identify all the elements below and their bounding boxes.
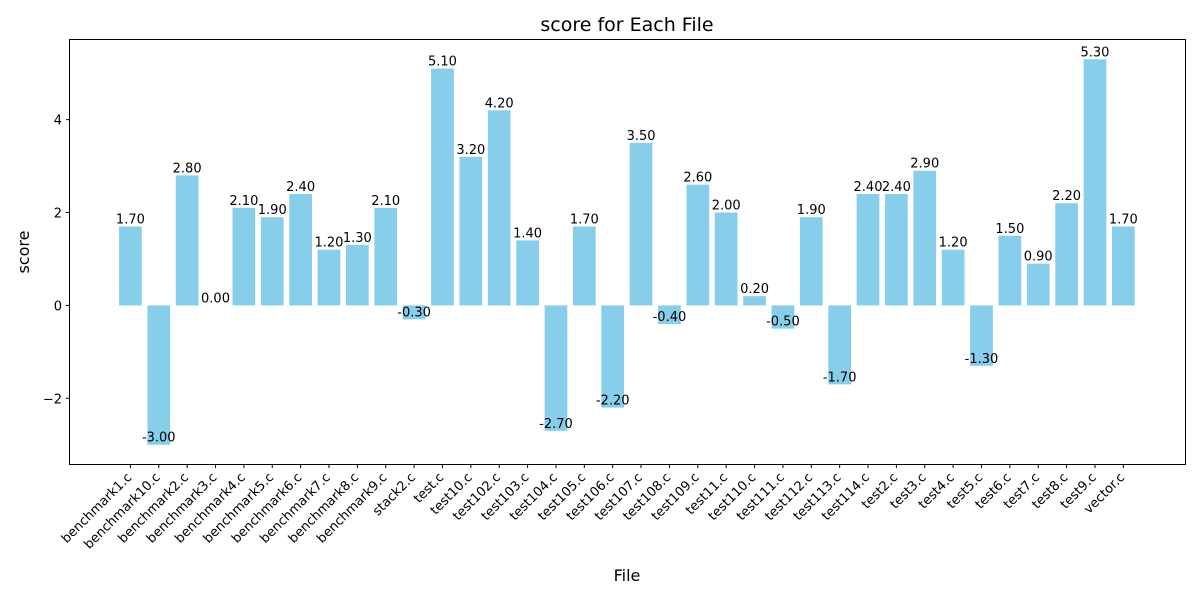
- bar-test108.c: [658, 305, 681, 324]
- data-labels-group: 1.70-3.002.800.002.101.902.401.20 1.302.1…: [116, 45, 1138, 445]
- data-label: -1.70: [823, 370, 857, 385]
- data-label: -1.30: [965, 352, 999, 367]
- data-label: -2.70: [539, 417, 573, 432]
- bar-benchmark10.c: [147, 305, 171, 445]
- data-label: 2.10: [229, 194, 258, 209]
- chart-title: score for Each File: [540, 14, 713, 36]
- data-label: 4.20: [485, 96, 514, 111]
- plot-frame: [69, 39, 1186, 465]
- bar-test112.c: [799, 217, 823, 306]
- data-label: 3.50: [627, 129, 656, 144]
- bar-test6.c: [998, 235, 1022, 306]
- bar-test105.c: [572, 226, 596, 306]
- data-label: 1.70: [116, 212, 145, 227]
- data-label: 1.70: [570, 212, 599, 227]
- bar-test103.c: [516, 240, 539, 306]
- bar-test4.c: [941, 249, 965, 306]
- data-label: 1.20: [939, 236, 968, 251]
- y-axis-label: score: [14, 231, 33, 274]
- data-label: 1.30: [343, 231, 372, 246]
- bar-benchmark6.c: [289, 193, 312, 306]
- bar-test109.c: [686, 184, 710, 306]
- data-label: -3.00: [142, 431, 176, 446]
- bar-test8.c: [1055, 203, 1078, 306]
- bar-test9.c: [1083, 59, 1107, 306]
- y-tick-label: 2: [54, 207, 62, 222]
- bar-test2.c: [885, 193, 908, 306]
- bar-benchmark9.c: [374, 207, 398, 306]
- bar-test113.c: [828, 305, 851, 385]
- bars-group: [119, 59, 1135, 445]
- bar-test110.c: [743, 296, 766, 306]
- bar-benchmark7.c: [317, 249, 341, 306]
- y-tick-label: 4: [54, 114, 62, 129]
- y-tick-label: 0: [54, 299, 62, 314]
- data-label: 0.20: [740, 282, 769, 297]
- x-axis-label: File: [614, 566, 641, 585]
- data-label: 2.40: [286, 180, 315, 195]
- data-label: 2.20: [1052, 189, 1081, 204]
- bar-test114.c: [856, 193, 880, 306]
- data-label: 5.10: [428, 55, 457, 70]
- bar-vector.c: [1112, 226, 1135, 306]
- data-label: -0.30: [397, 305, 431, 320]
- bar-test107.c: [629, 142, 653, 306]
- data-label: 2.60: [683, 171, 712, 186]
- bar-benchmark8.c: [346, 245, 369, 306]
- x-axis: benchmark1.cbenchmark10.cbenchmark2.cben…: [59, 464, 1128, 552]
- bar-benchmark1.c: [119, 226, 142, 306]
- bar-benchmark4.c: [232, 207, 256, 306]
- data-label: 2.40: [882, 180, 911, 195]
- bar-benchmark2.c: [175, 175, 199, 306]
- bar-test3.c: [913, 170, 937, 306]
- data-label: -0.40: [653, 310, 687, 325]
- bar-benchmark5.c: [260, 217, 284, 306]
- y-axis: −2 0 2 4: [43, 114, 70, 407]
- bar-test5.c: [970, 305, 993, 366]
- data-label: 2.10: [371, 194, 400, 209]
- data-label: 2.40: [854, 180, 883, 195]
- data-label: 5.30: [1081, 45, 1110, 60]
- y-tick-label: −2: [43, 392, 62, 407]
- bar-test10.c: [459, 156, 483, 306]
- bar-test.c: [431, 68, 454, 306]
- bar-test7.c: [1026, 263, 1050, 306]
- bar-stack2.c: [402, 305, 426, 320]
- data-label: 1.90: [258, 203, 287, 218]
- data-label: 1.40: [513, 226, 542, 241]
- data-label: -2.20: [596, 394, 630, 409]
- bar-test102.c: [487, 110, 511, 306]
- bar-test11.c: [714, 212, 738, 306]
- data-label: -0.50: [766, 315, 800, 330]
- data-label: 0.00: [201, 291, 230, 306]
- data-label: 1.20: [315, 236, 344, 251]
- data-label: 1.90: [797, 203, 826, 218]
- data-label: 2.90: [910, 157, 939, 172]
- bar-test111.c: [771, 305, 795, 329]
- bar-test106.c: [601, 305, 625, 408]
- data-label: 3.20: [456, 143, 485, 158]
- data-label: 2.80: [173, 161, 202, 176]
- data-label: 0.90: [1024, 250, 1053, 265]
- bar-test104.c: [544, 305, 568, 431]
- data-label: 1.70: [1109, 212, 1138, 227]
- data-label: 1.50: [995, 222, 1024, 237]
- data-label: 2.00: [712, 199, 741, 214]
